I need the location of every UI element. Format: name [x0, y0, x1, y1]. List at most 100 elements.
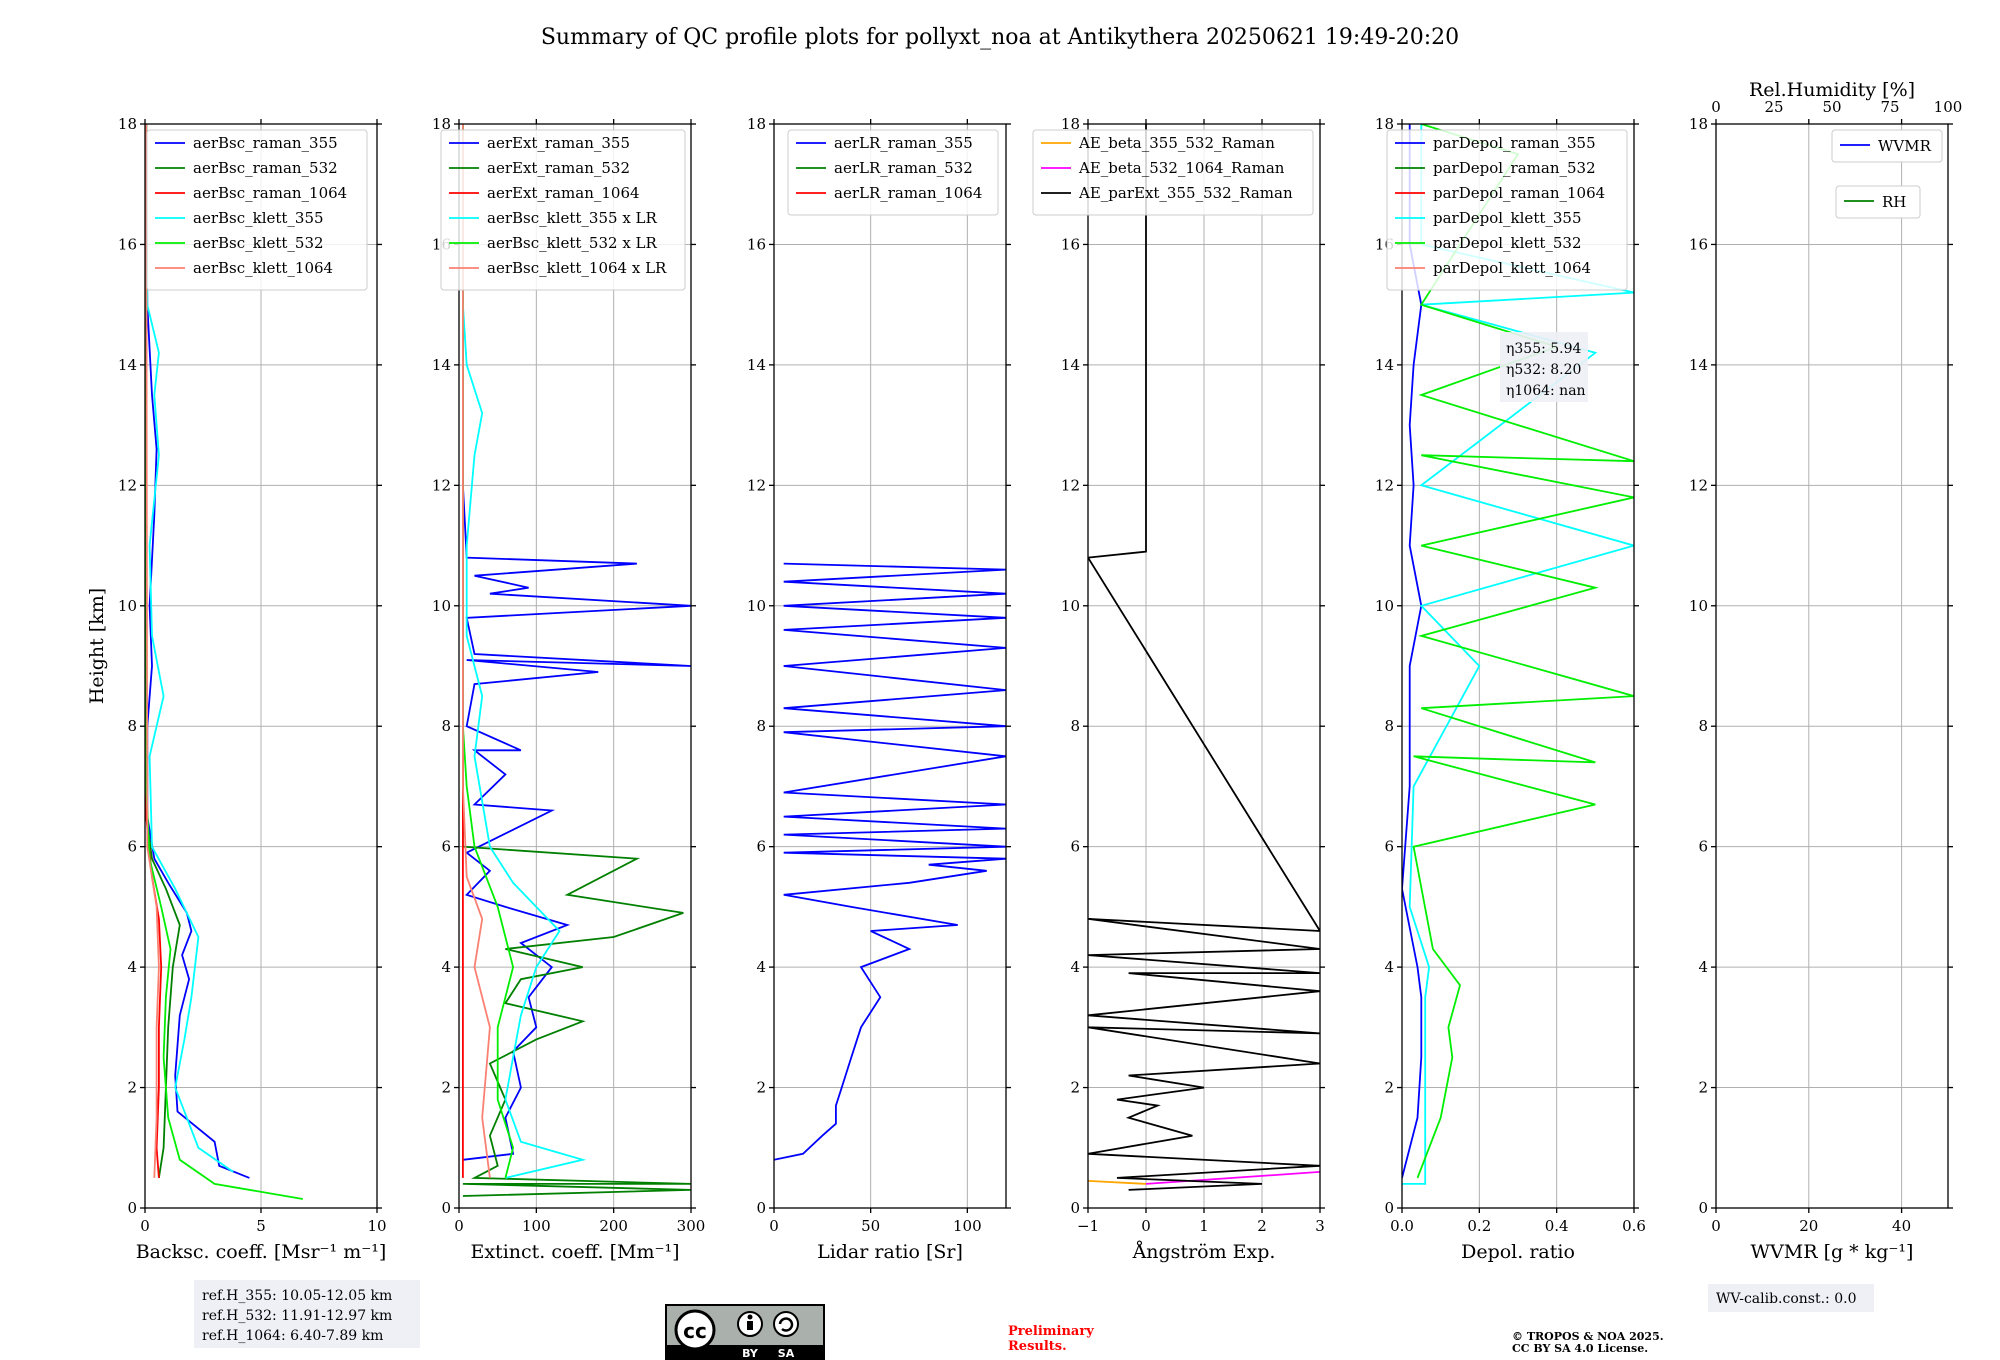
- series-group: [145, 124, 303, 1200]
- x-tick-label: 200: [599, 1217, 628, 1235]
- y-tick-label: 10: [432, 597, 451, 615]
- y-tick-label: 4: [127, 958, 137, 976]
- y-tick-label: 12: [747, 476, 766, 494]
- legend-label: aerBsc_klett_355 x LR: [487, 209, 658, 227]
- y-tick-label: 2: [1070, 1079, 1080, 1097]
- panel-lr: 0 2 4 6 8 10 12 14 16 18 0 50 100 Lidar ratio [Sr] aer…: [747, 115, 1011, 1263]
- y-tick-label: 8: [1070, 717, 1080, 735]
- legend: aerLR_raman_355 aerLR_raman_532 aerLR_rama…: [787, 129, 999, 216]
- x-tick-label: 10: [367, 1217, 386, 1235]
- series-line-aerBsc_klett_532 x LR: [462, 124, 515, 1179]
- y-tick-label: 4: [1070, 958, 1080, 976]
- legend-label: aerBsc_klett_532 x LR: [487, 234, 658, 252]
- series-line-AE_beta_355_532_Raman: [1088, 1180, 1147, 1185]
- y-tick-label: 16: [1689, 235, 1708, 253]
- wv-calib-text: WV-calib.const.: 0.0: [1716, 1291, 1856, 1307]
- y-tick-label: 18: [747, 115, 766, 133]
- y-tick-label: 6: [1384, 838, 1394, 856]
- y-tick-label: 10: [747, 597, 766, 615]
- x-tick-label: 40: [1892, 1217, 1911, 1235]
- series-line-parDepol_raman_355: [1402, 124, 1423, 1179]
- y-tick-label: 10: [1689, 597, 1708, 615]
- x-tick-label: −1: [1077, 1217, 1099, 1235]
- legend: aerBsc_raman_355 aerBsc_raman_532 aerBsc_r…: [146, 129, 368, 291]
- ref-height-1064: ref.H_1064: 6.40-7.89 km: [202, 1328, 383, 1344]
- ref-heights-box: ref.H_355: 10.05-12.05 km ref.H_532: 11.…: [194, 1280, 420, 1348]
- y-tick-label: 16: [118, 235, 137, 253]
- series-line-aerExt_raman_532: [462, 124, 691, 1197]
- x-axis-label: WVMR [g * kg⁻¹]: [1751, 1241, 1914, 1263]
- legend-label: aerExt_raman_355: [487, 134, 630, 152]
- preliminary-line-1: Preliminary: [1008, 1324, 1094, 1339]
- legend-box: [787, 129, 999, 216]
- x-tick-label: 0.0: [1390, 1217, 1414, 1235]
- y-tick-label: 2: [441, 1079, 451, 1097]
- y-tick-label: 0: [1698, 1199, 1708, 1217]
- legend-box: [440, 129, 686, 291]
- x-tick-label: 2: [1257, 1217, 1267, 1235]
- series-line-aerBsc_klett_532: [145, 124, 303, 1200]
- y-tick-label: 4: [1384, 958, 1394, 976]
- x-tick-label: 20: [1799, 1217, 1818, 1235]
- series-line-AE_beta_532_1064_Raman: [1145, 1171, 1320, 1185]
- legend: parDepol_raman_355 parDepol_raman_532 parD…: [1386, 129, 1628, 291]
- legend-rh: RH: [1835, 185, 1921, 219]
- legend-box: [1032, 129, 1314, 216]
- y-tick-label: 2: [127, 1079, 137, 1097]
- y-tick-label: 12: [1061, 476, 1080, 494]
- legend-label: aerLR_raman_1064: [834, 184, 982, 202]
- legend-box: [1386, 129, 1628, 291]
- top-x-tick-label: 25: [1764, 98, 1783, 116]
- y-tick-label: 18: [1375, 115, 1394, 133]
- axes-frame: [1401, 123, 1635, 1209]
- legend-label: AE_beta_532_1064_Raman: [1078, 159, 1285, 177]
- series-line-aerLR_raman_355: [774, 562, 1006, 1161]
- series-line-aerBsc_raman_355: [145, 124, 250, 1179]
- y-tick-label: 8: [756, 717, 766, 735]
- y-tick-label: 10: [1061, 597, 1080, 615]
- series-line-aerBsc_klett_1064: [145, 124, 160, 1178]
- legend-label: aerLR_raman_355: [834, 134, 973, 152]
- figure-title: Summary of QC profile plots for pollyxt_…: [541, 25, 1459, 50]
- top-x-tick-label: 75: [1880, 98, 1899, 116]
- y-tick-label: 6: [1698, 838, 1708, 856]
- legend-label: parDepol_klett_532: [1433, 234, 1582, 252]
- y-tick-label: 12: [1689, 476, 1708, 494]
- x-axis-label: Ångström Exp.: [1132, 1241, 1276, 1263]
- x-tick-label: 0: [1711, 1217, 1721, 1235]
- y-tick-label: 2: [1698, 1079, 1708, 1097]
- legend-label: aerBsc_klett_1064: [193, 259, 333, 277]
- y-tick-label: 8: [441, 717, 451, 735]
- legend-label: parDepol_raman_355: [1433, 134, 1596, 152]
- y-tick-label: 18: [1061, 115, 1080, 133]
- series-group: [1088, 124, 1320, 1191]
- legend: aerExt_raman_355 aerExt_raman_532 aerExt_r…: [440, 129, 686, 291]
- cc-license-logo: cc BY SA: [665, 1304, 825, 1360]
- x-tick-label: 0.2: [1467, 1217, 1491, 1235]
- legend-label: AE_beta_355_532_Raman: [1078, 134, 1275, 152]
- panel-bsc: 0 2 4 6 8 10 12 14 16 18 0 5 10 Backsc. coeff. [Msr⁻¹…: [118, 115, 387, 1263]
- y-tick-label: 14: [747, 356, 766, 374]
- x-axis-label: Lidar ratio [Sr]: [817, 1241, 963, 1263]
- series-line-aerExt_raman_355: [462, 124, 691, 1161]
- eta-value: η532: 8.20: [1506, 362, 1581, 378]
- legend-wvmr: WVMR: [1831, 129, 1943, 163]
- y-tick-label: 14: [1061, 356, 1080, 374]
- axes-frame: [458, 123, 692, 1209]
- x-axis-label: Depol. ratio: [1461, 1241, 1575, 1263]
- y-tick-label: 0: [127, 1199, 137, 1217]
- eta-box: η355: 5.94 η532: 8.20 η1064: nan: [1500, 332, 1588, 402]
- y-tick-label: 2: [756, 1079, 766, 1097]
- y-tick-label: 6: [127, 838, 137, 856]
- x-tick-label: 0: [140, 1217, 150, 1235]
- y-tick-label: 10: [1375, 597, 1394, 615]
- y-tick-label: 14: [1689, 356, 1708, 374]
- y-tick-label: 14: [118, 356, 137, 374]
- legend-label: parDepol_klett_1064: [1433, 259, 1591, 277]
- y-tick-label: 16: [747, 235, 766, 253]
- x-tick-label: 0: [769, 1217, 779, 1235]
- x-tick-label: 0: [454, 1217, 464, 1235]
- y-tick-label: 12: [118, 476, 137, 494]
